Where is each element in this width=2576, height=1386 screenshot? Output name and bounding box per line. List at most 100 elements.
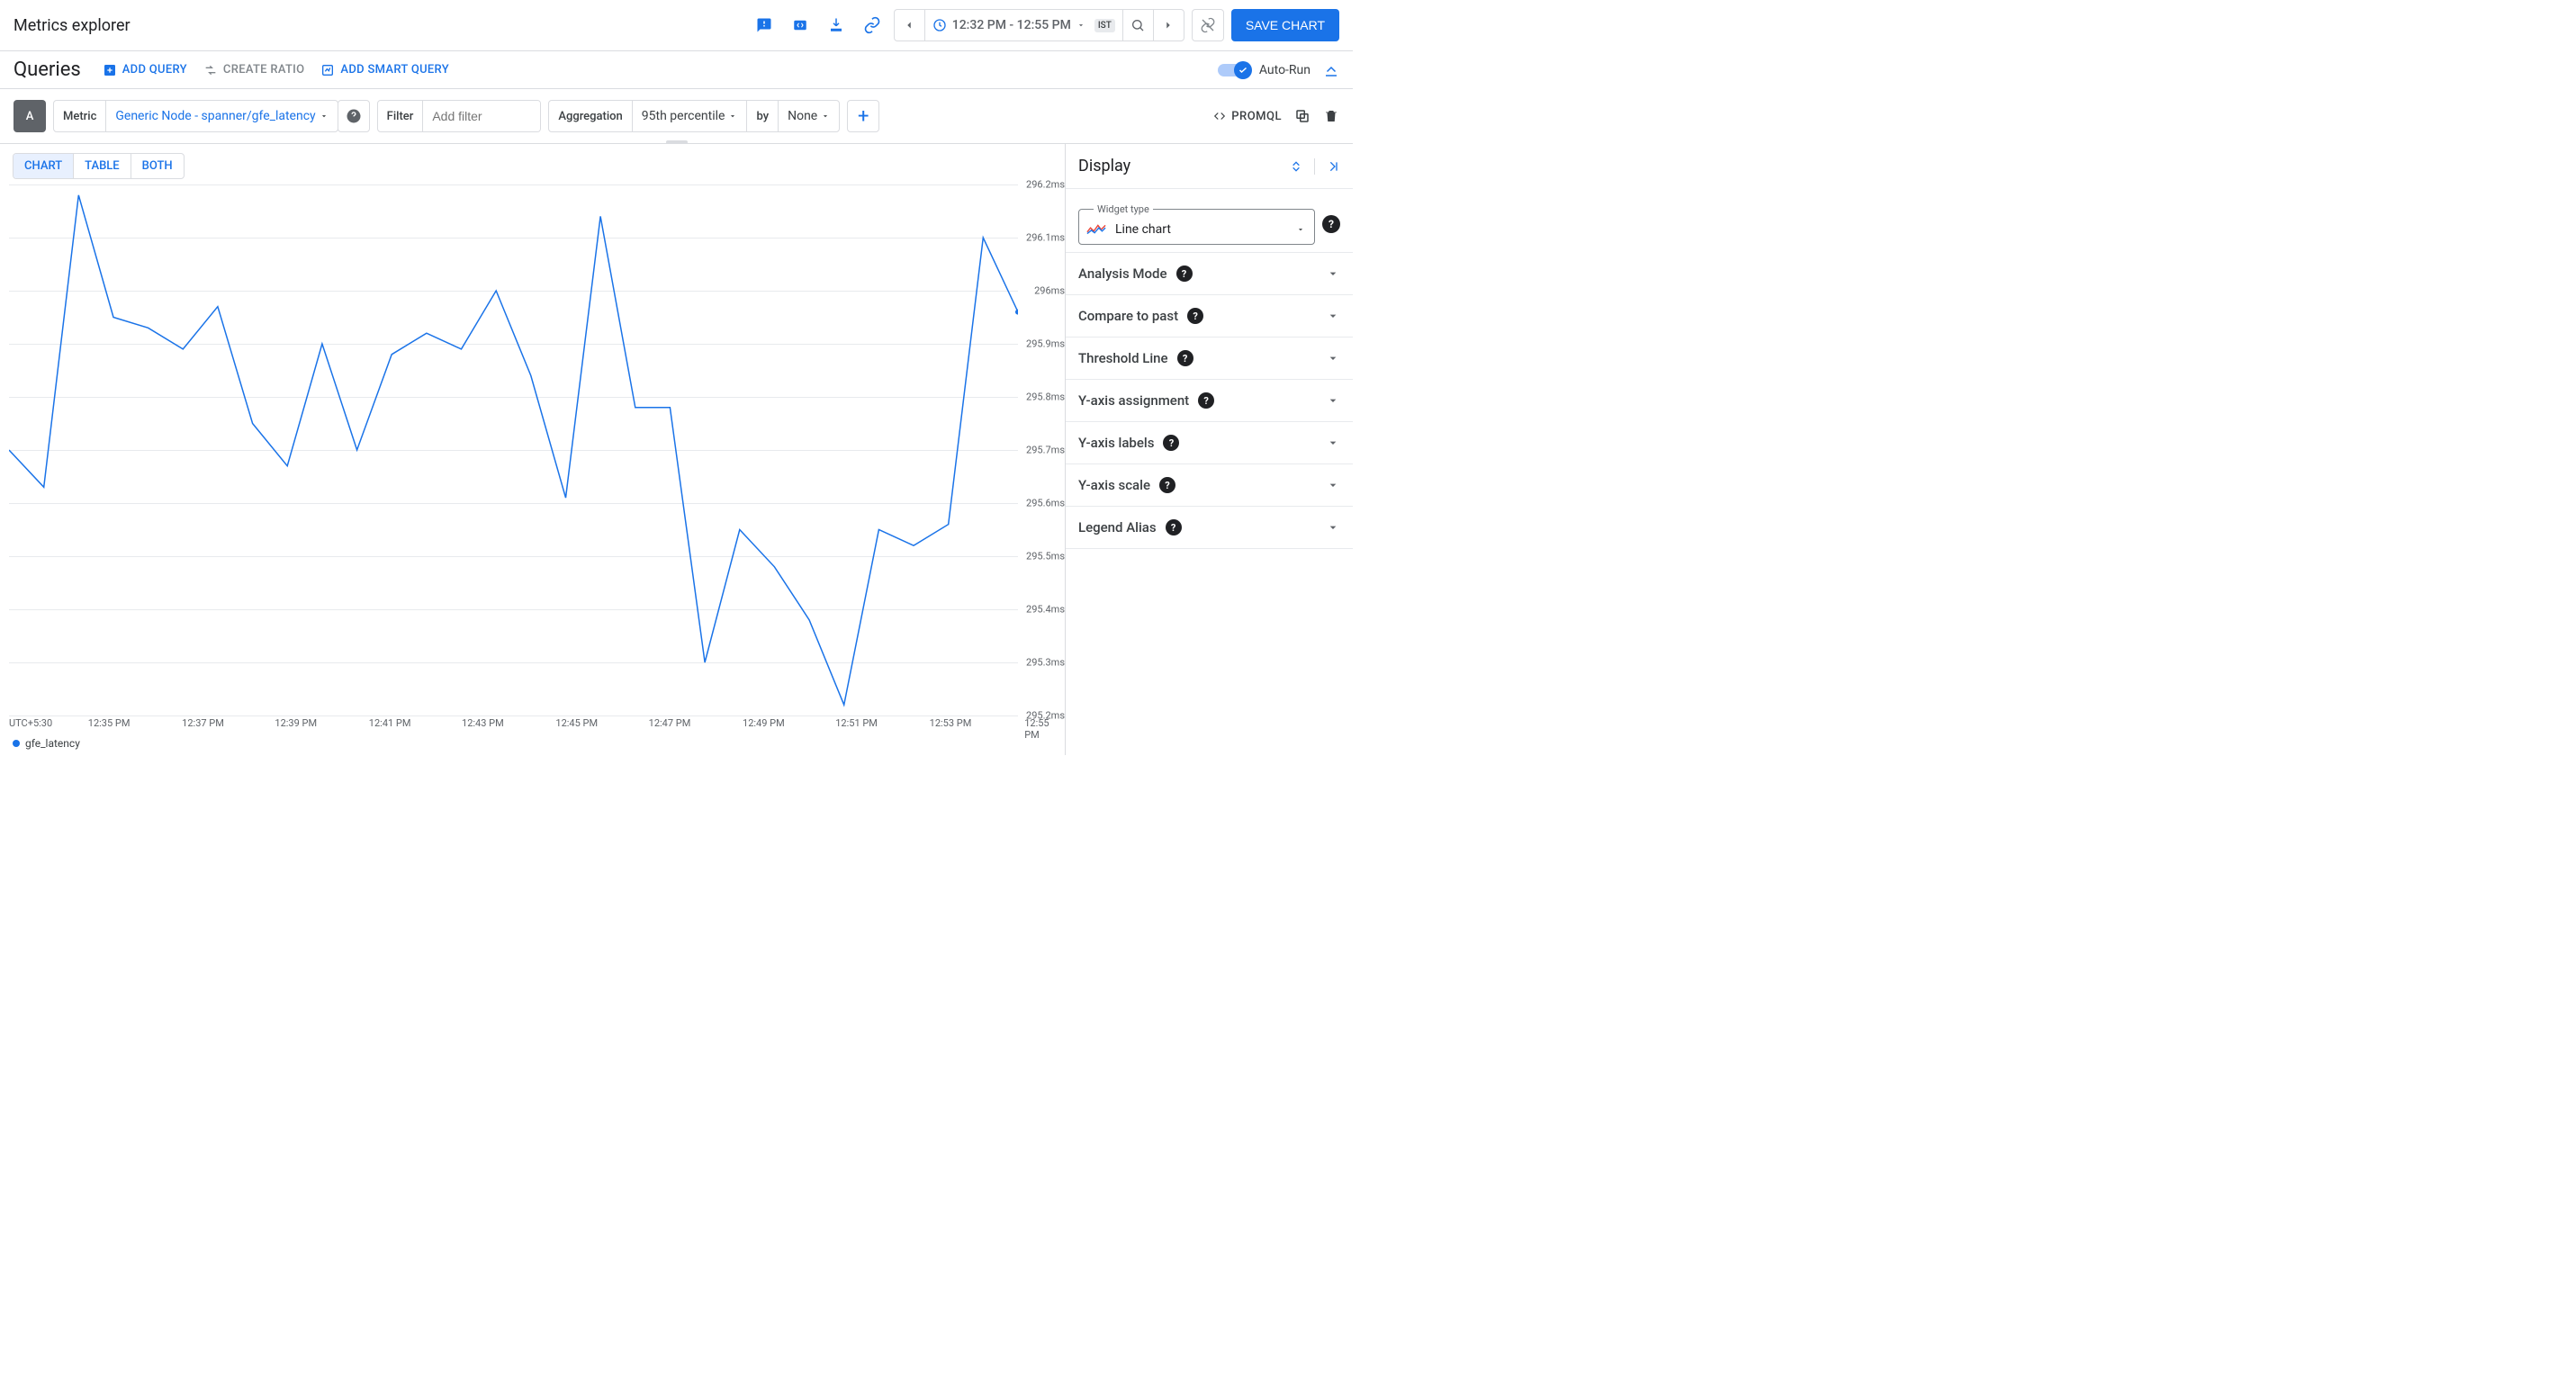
feedback-icon[interactable]	[750, 11, 779, 40]
trash-icon	[1323, 108, 1339, 124]
view-tabs: CHART TABLE BOTH	[13, 153, 185, 179]
copy-button[interactable]	[1294, 108, 1311, 124]
add-filter-button[interactable]: +	[847, 100, 879, 132]
y-tick-label: 296.2ms	[1026, 179, 1065, 191]
chart-area: CHART TABLE BOTH 296.2ms296.1ms296ms295.…	[0, 144, 1065, 755]
queries-title: Queries	[14, 58, 81, 81]
filter-input[interactable]	[423, 101, 540, 131]
add-smart-query-button[interactable]: ADD SMART QUERY	[320, 63, 449, 77]
x-tick-label: 12:35 PM	[88, 717, 131, 729]
chevron-down-icon	[1296, 225, 1305, 234]
x-tick-label: 12:49 PM	[743, 717, 785, 729]
y-tick-label: 295.9ms	[1026, 338, 1065, 350]
legend: gfe_latency	[9, 732, 1065, 755]
y-tick-label: 296.1ms	[1026, 232, 1065, 244]
accordion-y-axis-labels[interactable]: Y-axis labels?	[1066, 422, 1353, 464]
widget-type-row: Widget type Line chart ?	[1066, 189, 1353, 253]
accordion-compare-to-past[interactable]: Compare to past?	[1066, 295, 1353, 338]
accordion-y-axis-scale[interactable]: Y-axis scale?	[1066, 464, 1353, 507]
x-axis-labels: UTC+5:3012:35 PM12:37 PM12:39 PM12:41 PM…	[9, 717, 1065, 732]
help-icon: ?	[1176, 266, 1193, 282]
chart-canvas: 296.2ms296.1ms296ms295.9ms295.8ms295.7ms…	[9, 184, 1065, 716]
y-tick-label: 295.5ms	[1026, 551, 1065, 562]
groupby-select[interactable]: None	[779, 101, 839, 131]
metric-select[interactable]: Generic Node - spanner/gfe_latency	[106, 101, 337, 131]
x-tick-label: 12:51 PM	[835, 717, 878, 729]
groupby-value: None	[788, 109, 817, 123]
help-icon	[346, 108, 362, 124]
widget-type-select[interactable]: Widget type Line chart	[1078, 203, 1315, 245]
help-icon: ?	[1163, 435, 1179, 451]
builder-right: PROMQL	[1213, 108, 1339, 124]
accordion-analysis-mode[interactable]: Analysis Mode?	[1066, 253, 1353, 295]
time-search-button[interactable]	[1122, 10, 1153, 40]
x-tick-label: 12:41 PM	[369, 717, 411, 729]
display-sections: Analysis Mode?Compare to past?Threshold …	[1066, 253, 1353, 549]
collapse-sidebar-icon[interactable]	[1326, 159, 1340, 174]
time-range-picker: 12:32 PM - 12:55 PM IST	[894, 9, 1184, 41]
section-label: Y-axis labels	[1078, 435, 1154, 451]
accordion-threshold-line[interactable]: Threshold Line?	[1066, 338, 1353, 380]
page-title: Metrics explorer	[14, 16, 131, 35]
add-query-button[interactable]: ADD QUERY	[103, 63, 187, 77]
code-icon[interactable]	[786, 11, 815, 40]
section-label: Y-axis scale	[1078, 477, 1150, 493]
section-label: Compare to past	[1078, 308, 1178, 324]
metric-pill: Metric Generic Node - spanner/gfe_latenc…	[53, 100, 338, 132]
aggregation-value: 95th percentile	[642, 109, 725, 123]
section-label: Threshold Line	[1078, 350, 1168, 366]
y-tick-label: 295.4ms	[1026, 604, 1065, 616]
chart-svg	[9, 184, 1018, 716]
section-label: Y-axis assignment	[1078, 392, 1189, 409]
tab-both[interactable]: BOTH	[131, 154, 184, 178]
section-label: Analysis Mode	[1078, 266, 1167, 282]
copy-icon	[1294, 108, 1311, 124]
x-tick-label: 12:47 PM	[649, 717, 691, 729]
metric-help-button[interactable]	[338, 100, 370, 132]
collapse-icon[interactable]	[1323, 62, 1339, 78]
y-tick-label: 295.8ms	[1026, 392, 1065, 403]
timezone-badge: IST	[1094, 19, 1115, 32]
autorun-toggle[interactable]	[1218, 64, 1250, 76]
ratio-icon	[203, 63, 218, 77]
chevron-down-icon	[1326, 393, 1340, 408]
display-sidebar: Display Widget type Line chart ? Analysi…	[1065, 144, 1353, 755]
main-content: CHART TABLE BOTH 296.2ms296.1ms296ms295.…	[0, 144, 1353, 755]
queries-right: Auto-Run	[1218, 62, 1339, 78]
chevron-down-icon	[1326, 309, 1340, 323]
autorun-label: Auto-Run	[1259, 63, 1311, 77]
time-range-button[interactable]: 12:32 PM - 12:55 PM IST	[925, 10, 1122, 40]
widget-help-icon[interactable]: ?	[1322, 215, 1340, 233]
query-chip[interactable]: A	[14, 100, 46, 132]
delete-button[interactable]	[1323, 108, 1339, 124]
y-tick-label: 295.6ms	[1026, 498, 1065, 509]
time-next-button[interactable]	[1153, 10, 1184, 40]
divider	[1314, 158, 1315, 175]
download-icon[interactable]	[822, 11, 851, 40]
accordion-legend-alias[interactable]: Legend Alias?	[1066, 507, 1353, 549]
time-prev-button[interactable]	[895, 10, 925, 40]
chevron-down-icon	[1326, 351, 1340, 365]
link-icon[interactable]	[858, 11, 887, 40]
add-smart-label: ADD SMART QUERY	[340, 63, 449, 76]
accordion-y-axis-assignment[interactable]: Y-axis assignment?	[1066, 380, 1353, 422]
metric-label: Metric	[54, 101, 106, 131]
tab-chart[interactable]: CHART	[14, 154, 74, 178]
legend-label: gfe_latency	[25, 737, 80, 750]
help-icon: ?	[1198, 392, 1214, 409]
by-label: by	[746, 101, 779, 131]
help-icon: ?	[1187, 308, 1203, 324]
promql-button[interactable]: PROMQL	[1213, 110, 1282, 123]
help-icon: ?	[1166, 519, 1182, 536]
aggregation-select[interactable]: 95th percentile	[633, 101, 747, 131]
create-ratio-button[interactable]: CREATE RATIO	[203, 63, 305, 77]
filter-label: Filter	[378, 101, 424, 131]
header-toolbar: 12:32 PM - 12:55 PM IST SAVE CHART	[750, 9, 1339, 41]
expand-icon[interactable]	[1289, 159, 1303, 174]
save-chart-button[interactable]: SAVE CHART	[1231, 9, 1339, 41]
x-tick-label: 12:55 PM	[1024, 717, 1065, 741]
tab-table[interactable]: TABLE	[74, 154, 131, 178]
add-query-label: ADD QUERY	[122, 63, 187, 76]
header: Metrics explorer 12:32 PM - 12:55 PM IST…	[0, 0, 1353, 51]
sidebar-header: Display	[1066, 144, 1353, 189]
